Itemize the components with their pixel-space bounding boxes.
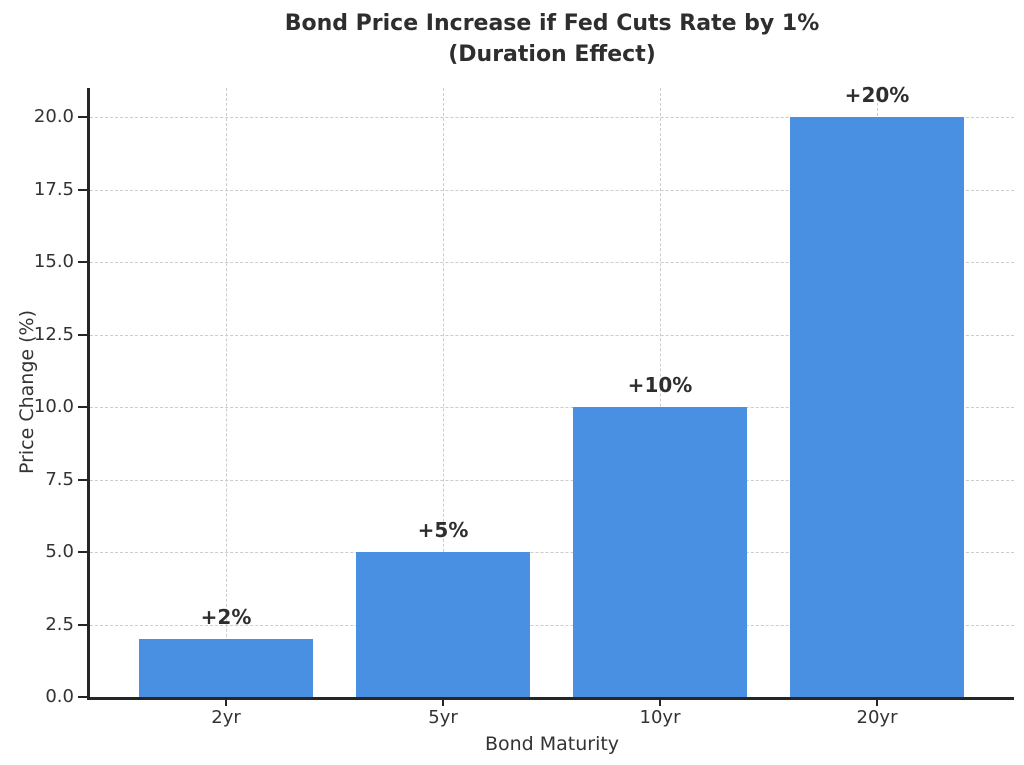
- bar-value-label: +5%: [417, 518, 469, 542]
- plot-area: +2% +5% +10% +20%: [90, 83, 1014, 697]
- y-tick-mark: [78, 696, 87, 698]
- y-tick-label: 10.0: [33, 396, 74, 417]
- h-gridline: [90, 407, 1014, 408]
- y-tick-label: 0.0: [45, 686, 74, 707]
- chart-title: Bond Price Increase if Fed Cuts Rate by …: [285, 8, 820, 70]
- y-tick-mark: [78, 406, 87, 408]
- x-tick-mark: [225, 697, 227, 706]
- h-gridline: [90, 117, 1014, 118]
- x-axis-spine: [87, 697, 1014, 700]
- x-tick-label: 2yr: [211, 707, 241, 728]
- v-gridline: [226, 88, 227, 697]
- x-axis-label: Bond Maturity: [484, 733, 620, 755]
- bar-value-label: +10%: [627, 373, 693, 397]
- bar-20yr: [790, 117, 964, 697]
- bar-10yr: [573, 407, 747, 697]
- h-gridline: [90, 479, 1014, 481]
- y-tick-label: 2.5: [45, 613, 74, 635]
- h-gridline: [90, 262, 1014, 263]
- x-tick-label: 5yr: [428, 707, 458, 728]
- y-tick-mark: [78, 623, 87, 626]
- y-axis-label: Price Change (%): [16, 309, 38, 475]
- x-tick-mark: [876, 697, 878, 706]
- x-tick-label: 10yr: [639, 707, 681, 728]
- y-tick-mark: [78, 261, 87, 263]
- y-tick-mark: [78, 478, 87, 481]
- x-tick-mark: [659, 697, 661, 706]
- v-gridline: [660, 88, 661, 697]
- y-tick-label: 15.0: [33, 251, 74, 272]
- bar-5yr: [356, 552, 530, 697]
- bar-value-label: +20%: [844, 83, 910, 107]
- h-gridline: [90, 552, 1014, 553]
- chart-title-line1: Bond Price Increase if Fed Cuts Rate by …: [284, 11, 820, 36]
- h-gridline: [90, 334, 1014, 336]
- y-tick-mark: [78, 551, 87, 553]
- v-gridline: [443, 88, 444, 697]
- y-axis-spine: [87, 88, 90, 700]
- y-tick-label: 17.5: [33, 178, 74, 200]
- bar-2yr: [139, 639, 313, 697]
- x-tick-label: 20yr: [856, 707, 898, 728]
- h-gridline: [90, 624, 1014, 626]
- y-tick-label: 12.5: [33, 323, 74, 345]
- y-tick-label: 7.5: [45, 468, 74, 490]
- bar-value-label: +2%: [200, 605, 252, 629]
- y-tick-label: 20.0: [33, 106, 74, 127]
- chart-title-line2: (Duration Effect): [448, 42, 656, 67]
- y-tick-mark: [78, 116, 87, 118]
- y-tick-mark: [78, 188, 87, 191]
- y-tick-mark: [78, 333, 87, 336]
- y-tick-label: 5.0: [45, 541, 74, 562]
- h-gridline: [90, 189, 1014, 191]
- x-tick-mark: [442, 697, 444, 706]
